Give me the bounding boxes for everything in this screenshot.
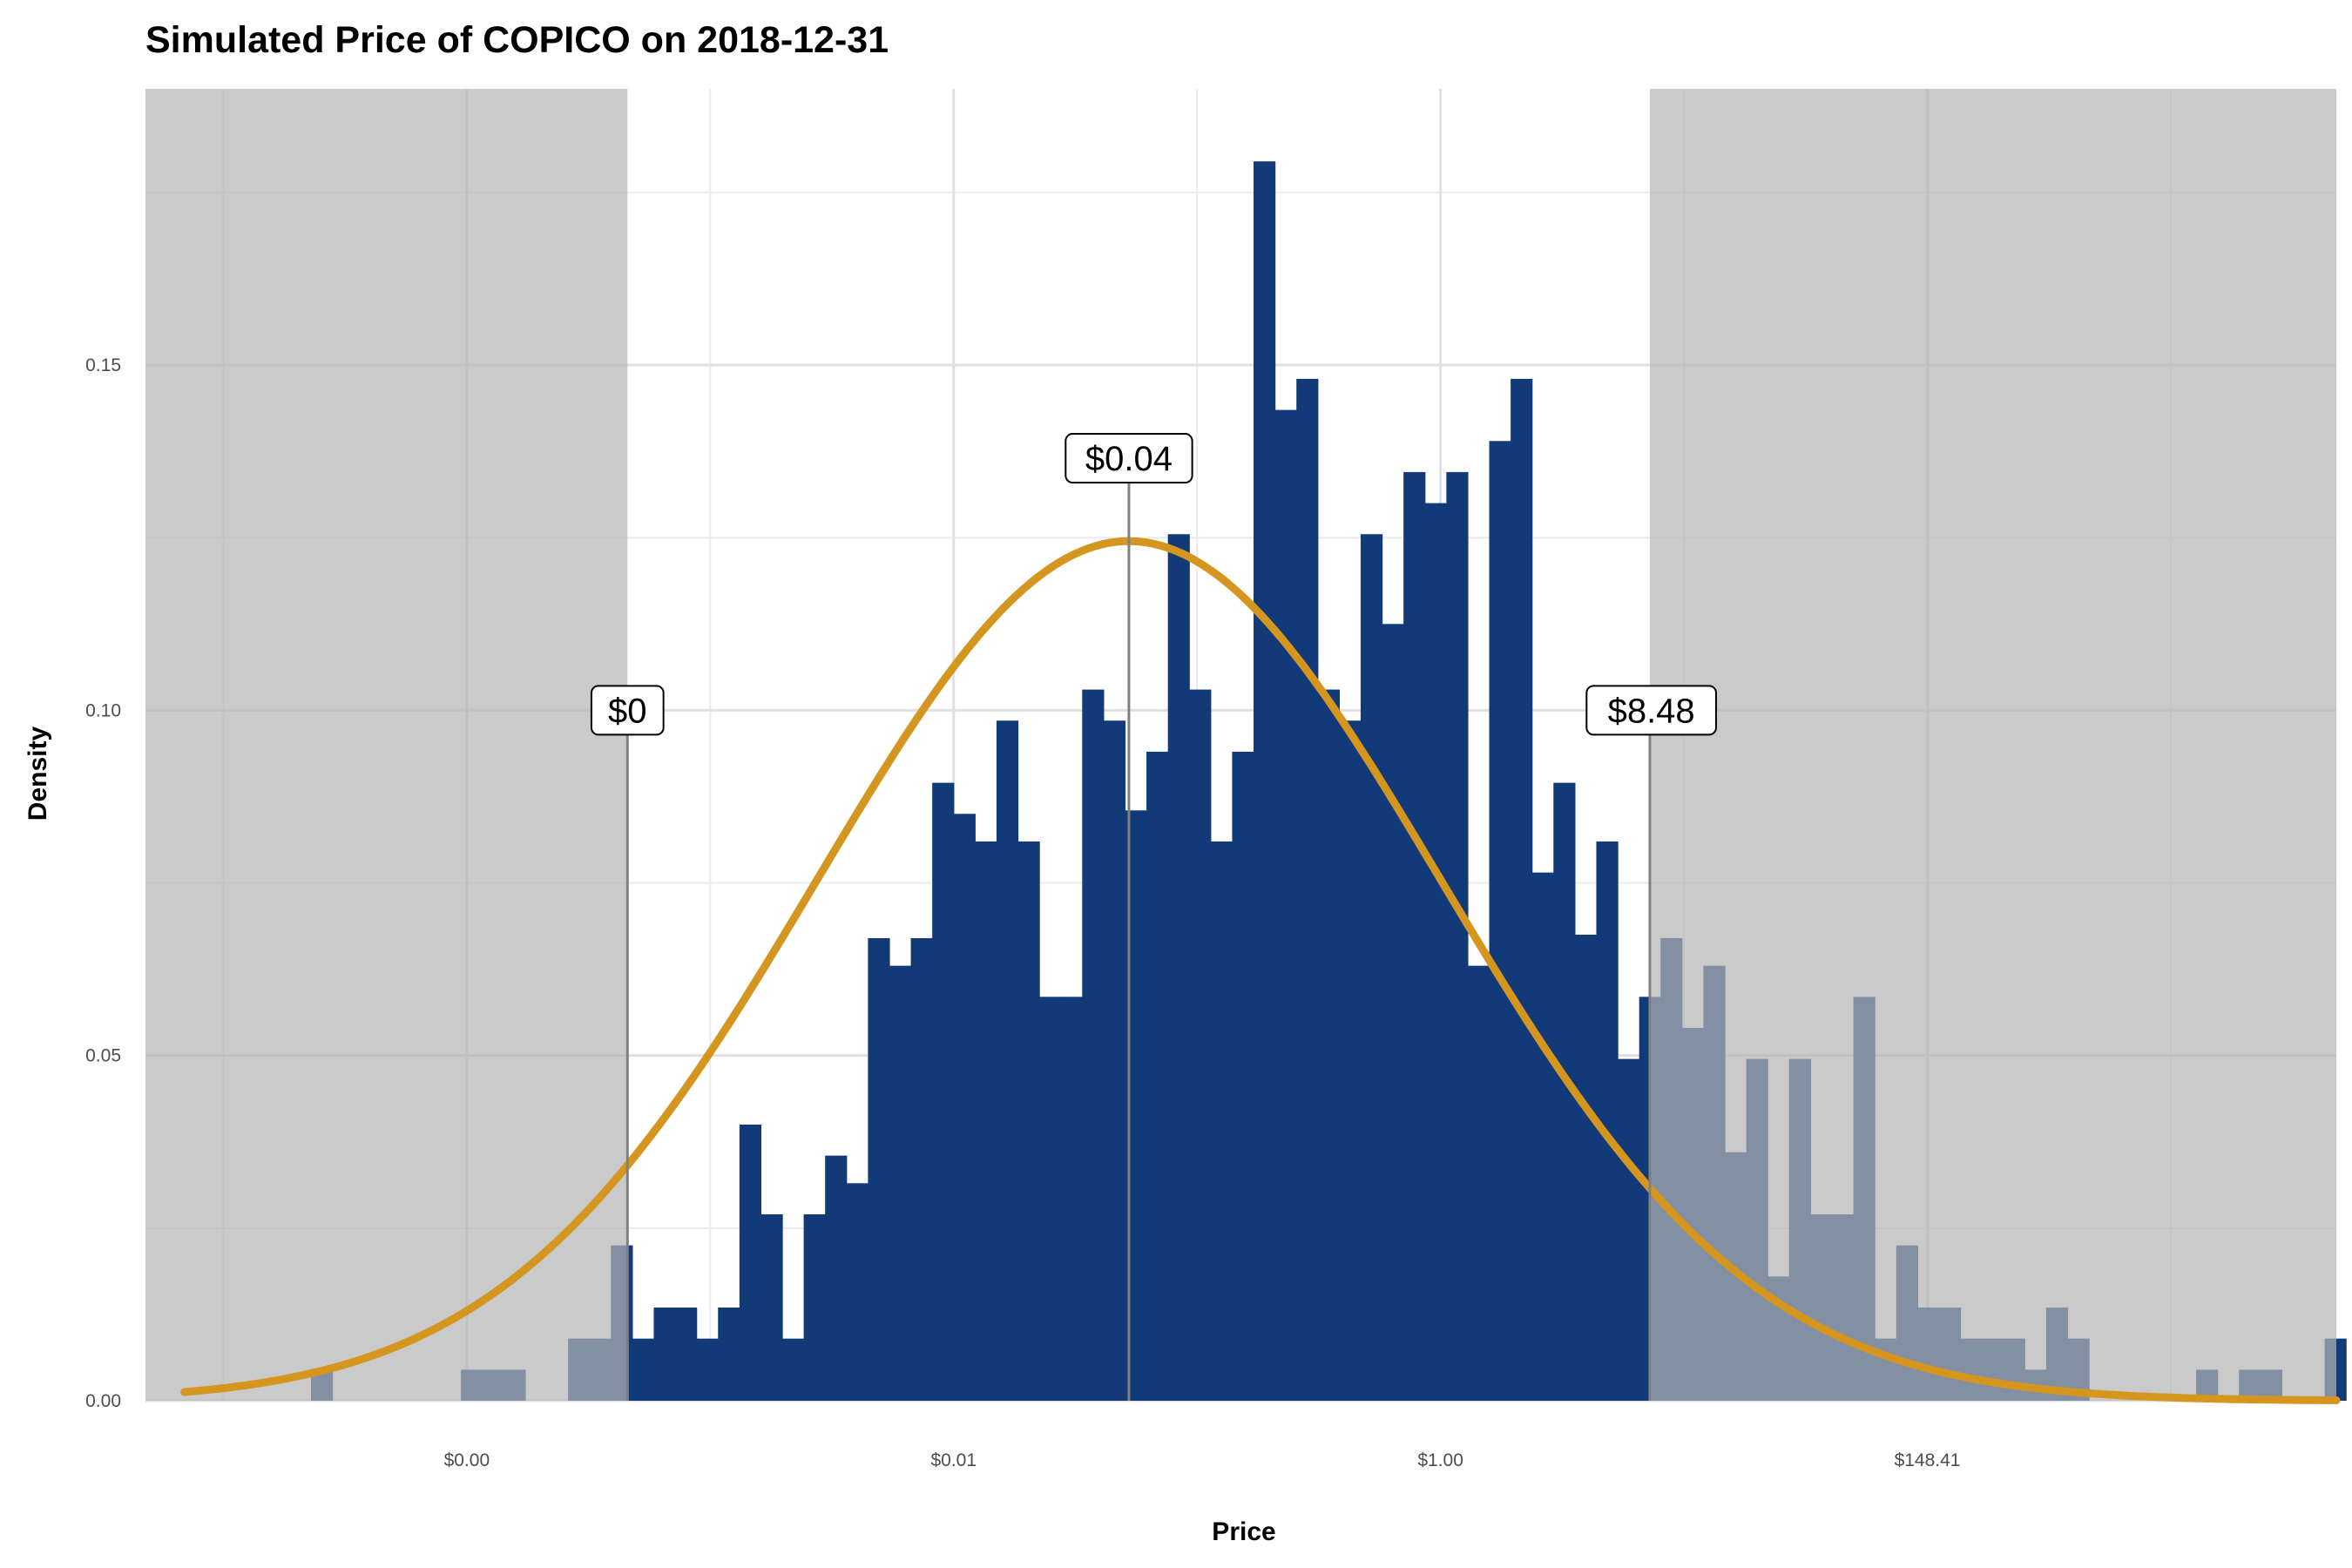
- histogram-bar: [1403, 471, 1426, 1401]
- y-tick-label: 0.15: [85, 355, 121, 375]
- x-tick-label: $0.00: [444, 1450, 490, 1470]
- histogram-bars: [311, 161, 2347, 1402]
- histogram-bar: [632, 1338, 655, 1401]
- fitted-curve-layer: [180, 537, 2341, 1404]
- histogram-bar: [889, 965, 912, 1401]
- histogram-bar: [1210, 841, 1233, 1401]
- histogram-bar: [1489, 441, 1511, 1402]
- histogram-bar: [1339, 720, 1362, 1401]
- histogram-bar: [1618, 1058, 1640, 1401]
- histogram-bar: [1424, 503, 1447, 1402]
- chart-title: Simulated Price of COPICO on 2018-12-31: [145, 19, 889, 61]
- histogram-bar: [825, 1155, 848, 1401]
- histogram-bar: [953, 814, 976, 1401]
- histogram-bar: [910, 937, 933, 1401]
- histogram-bar: [1082, 689, 1105, 1401]
- histogram-bar: [1103, 720, 1126, 1401]
- histogram-bar: [1360, 534, 1383, 1401]
- y-tick-label: 0.10: [85, 700, 121, 720]
- annotation-box: [590, 685, 665, 736]
- fitted-density-curve: [180, 537, 2341, 1404]
- shaded-region-right: [1649, 89, 2336, 1401]
- histogram-bar: [1382, 624, 1404, 1401]
- x-tick-label: $0.01: [930, 1450, 977, 1470]
- x-tick-label: $1.00: [1417, 1450, 1463, 1470]
- annotation-box: [1585, 685, 1717, 736]
- histogram-bar: [803, 1213, 826, 1401]
- y-tick-label: 0.05: [85, 1046, 121, 1066]
- histogram-bar: [1296, 378, 1319, 1401]
- histogram-bar: [1039, 997, 1062, 1401]
- histogram-bar: [1254, 161, 1276, 1401]
- histogram-bar: [1060, 997, 1083, 1401]
- histogram-bar: [975, 841, 997, 1401]
- x-axis-label: Price: [1212, 1517, 1276, 1546]
- annotation-box: [1064, 433, 1193, 484]
- y-axis-ticks: 0.00 0.05 0.10 0.15: [85, 355, 121, 1411]
- histogram-bar: [782, 1338, 805, 1401]
- annotation-label: $0: [608, 692, 647, 730]
- histogram-bar: [760, 1213, 783, 1401]
- histogram-bar: [1167, 534, 1190, 1401]
- histogram-bar: [846, 1183, 868, 1401]
- annotation-label: $8.48: [1608, 692, 1695, 730]
- y-tick-label: 0.00: [85, 1391, 121, 1411]
- histogram-bar: [1232, 751, 1254, 1401]
- histogram-bar: [1189, 689, 1212, 1401]
- x-tick-label: $148.41: [1895, 1450, 1961, 1470]
- annotation-label: $0.04: [1085, 440, 1173, 478]
- histogram-bar: [1017, 841, 1040, 1401]
- histogram-bar: [1467, 965, 1490, 1401]
- histogram-bar: [1317, 689, 1340, 1401]
- annotations: $0 $0.04 $8.48: [590, 433, 1717, 1401]
- histogram-bar: [1531, 872, 1554, 1401]
- histogram-bar: [1146, 751, 1169, 1401]
- histogram-bar: [1574, 934, 1598, 1401]
- histogram-bar: [996, 720, 1019, 1401]
- histogram-bar: [653, 1307, 676, 1401]
- histogram-bar: [932, 782, 955, 1401]
- histogram-bar: [718, 1307, 740, 1401]
- histogram-bar: [675, 1307, 698, 1401]
- x-axis-ticks: $0.00 $0.01 $1.00 $148.41: [444, 1450, 1961, 1470]
- histogram-bar: [1511, 378, 1533, 1401]
- histogram-bar: [696, 1338, 719, 1401]
- histogram-bar: [739, 1124, 762, 1401]
- histogram-bar: [1446, 471, 1469, 1401]
- shaded-region-left: [145, 89, 628, 1401]
- histogram-bar: [868, 937, 890, 1401]
- shaded-tail-regions: [145, 89, 2336, 1401]
- histogram-bar: [1274, 409, 1297, 1401]
